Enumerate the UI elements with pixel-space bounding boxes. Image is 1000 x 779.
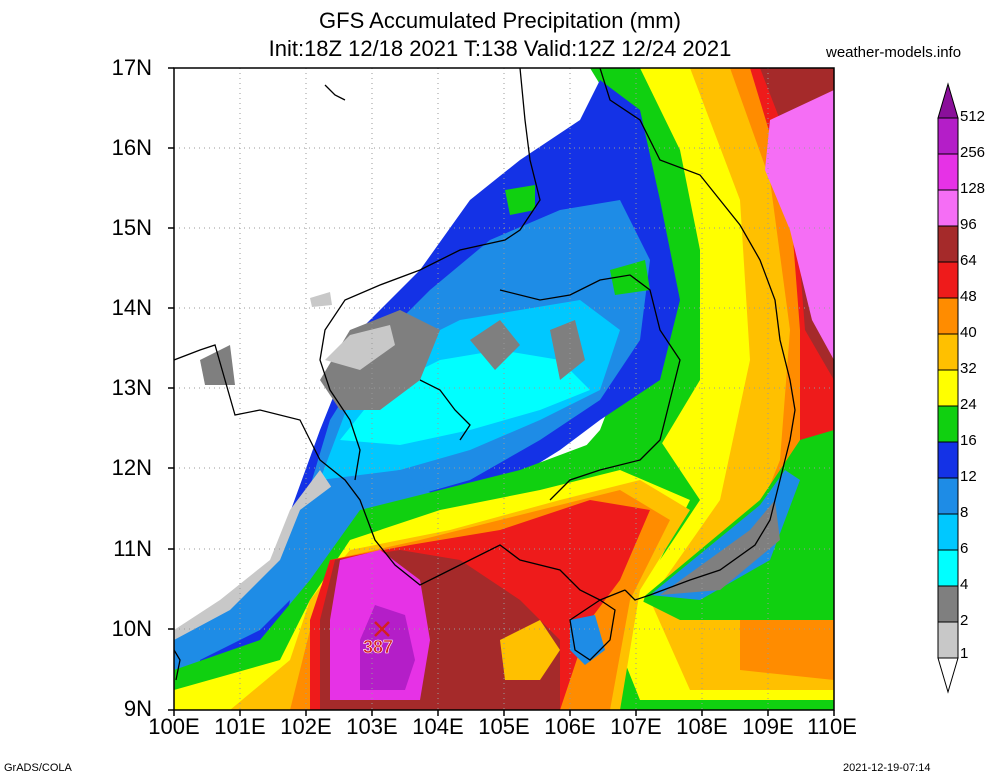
lat-label-12n: 12N [111, 455, 152, 480]
lat-label-11n: 11N [113, 536, 152, 561]
lon-label-100e: 100E [148, 714, 200, 739]
legend-swatch [937, 441, 959, 479]
legend-label-40: 40 [960, 324, 977, 341]
legend-swatch [937, 549, 959, 587]
coastlines [174, 68, 796, 681]
precipitation-field [174, 68, 834, 710]
legend-swatch [937, 369, 959, 407]
legend-label-512: 512 [960, 108, 986, 125]
max-marker-cross [374, 621, 390, 637]
lon-label-101e: 101E [214, 714, 266, 739]
max-value-label: 387 [363, 637, 394, 658]
legend-label-12: 12 [960, 468, 977, 485]
legend-swatch [937, 225, 959, 263]
field-east-pink [765, 90, 834, 360]
legend-swatch [937, 621, 959, 659]
legend-label-64: 64 [960, 252, 977, 269]
lon-label-110e: 110E [807, 714, 857, 739]
legend-label-32: 32 [960, 360, 977, 377]
legend-label-256: 256 [960, 144, 986, 161]
field-north-cyan [340, 350, 590, 445]
legend-label-6: 6 [960, 540, 969, 557]
legend-swatch [937, 153, 959, 191]
lon-label-108e: 108E [676, 714, 728, 739]
legend-label-1: 1 [960, 645, 969, 662]
legend-swatch [937, 117, 959, 155]
legend-swatch [937, 657, 959, 694]
lat-label-17n: 17N [111, 55, 152, 80]
axis-ticks [168, 67, 835, 716]
lat-label-9n: 9N [123, 696, 152, 721]
lat-label-13n: 13N [111, 375, 152, 400]
lat-label-16n: 16N [111, 135, 152, 160]
site-label: weather-models.info [826, 44, 962, 61]
legend-colorbar [937, 82, 959, 694]
legend-swatch [937, 297, 959, 335]
legend-label-48: 48 [960, 288, 977, 305]
field-gulf-drizzle [310, 292, 332, 307]
legend-label-96: 96 [960, 216, 977, 233]
legend-swatch [937, 82, 959, 119]
graticule [174, 68, 834, 710]
lon-label-106e: 106E [544, 714, 596, 739]
lon-label-105e: 105E [478, 714, 530, 739]
lat-label-14n: 14N [111, 295, 152, 320]
lon-label-109e: 109E [742, 714, 794, 739]
legend-label-24: 24 [960, 396, 977, 413]
field-cell-green [505, 185, 535, 215]
field-cell-gray-1 [470, 320, 520, 370]
lon-label-103e: 103E [346, 714, 398, 739]
field-coast-gray [660, 500, 780, 595]
footer-timestamp: 2021-12-19-07:14 [843, 762, 931, 774]
map-title: GFS Accumulated Precipitation (mm) [319, 8, 681, 33]
legend-swatch [937, 585, 959, 623]
lat-label-15n: 15N [111, 215, 152, 240]
field-cell-green-2 [610, 260, 650, 295]
field-cell-gray-2 [550, 320, 585, 380]
legend-swatch [937, 513, 959, 551]
footer-credit: GrADS/COLA [4, 762, 72, 774]
field-south-purple [360, 605, 415, 690]
legend-swatch [937, 189, 959, 227]
field-gulf-gray [200, 345, 235, 385]
lon-label-104e: 104E [412, 714, 464, 739]
map-subtitle: Init:18Z 12/18 2021 T:138 Valid:12Z 12/2… [268, 36, 732, 61]
legend-label-2: 2 [960, 612, 969, 629]
field-coast-blue [650, 470, 800, 600]
lon-label-102e: 102E [280, 714, 332, 739]
legend-swatch [937, 477, 959, 515]
legend-label-4: 4 [960, 576, 969, 593]
legend-swatch [937, 405, 959, 443]
lon-label-107e: 107E [610, 714, 662, 739]
legend-label-128: 128 [960, 180, 986, 197]
field-cell-orange [500, 620, 560, 680]
legend-label-8: 8 [960, 504, 969, 521]
legend-label-16: 16 [960, 432, 977, 449]
legend-swatch [937, 333, 959, 371]
legend-swatch [937, 261, 959, 299]
field-north-drizzle [325, 325, 395, 370]
lat-label-10n: 10N [111, 616, 152, 641]
